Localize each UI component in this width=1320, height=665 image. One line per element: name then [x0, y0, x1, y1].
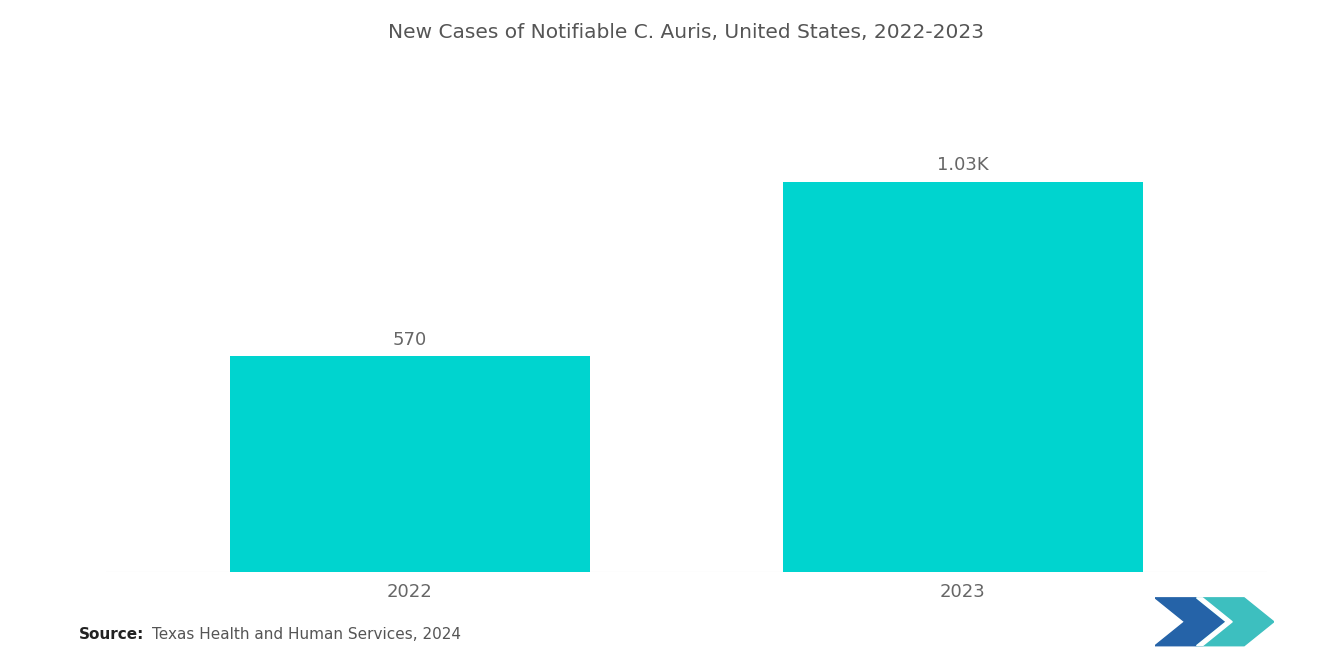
- Bar: [230, 356, 590, 572]
- Title: New Cases of Notifiable C. Auris, United States, 2022-2023: New Cases of Notifiable C. Auris, United…: [388, 23, 985, 42]
- Text: Texas Health and Human Services, 2024: Texas Health and Human Services, 2024: [152, 626, 461, 642]
- Polygon shape: [1196, 598, 1233, 646]
- Text: 1.03K: 1.03K: [937, 156, 989, 174]
- Polygon shape: [1155, 598, 1233, 646]
- Text: 570: 570: [393, 331, 426, 348]
- Bar: [783, 182, 1143, 572]
- Polygon shape: [1196, 598, 1274, 646]
- Text: Source:: Source:: [79, 626, 145, 642]
